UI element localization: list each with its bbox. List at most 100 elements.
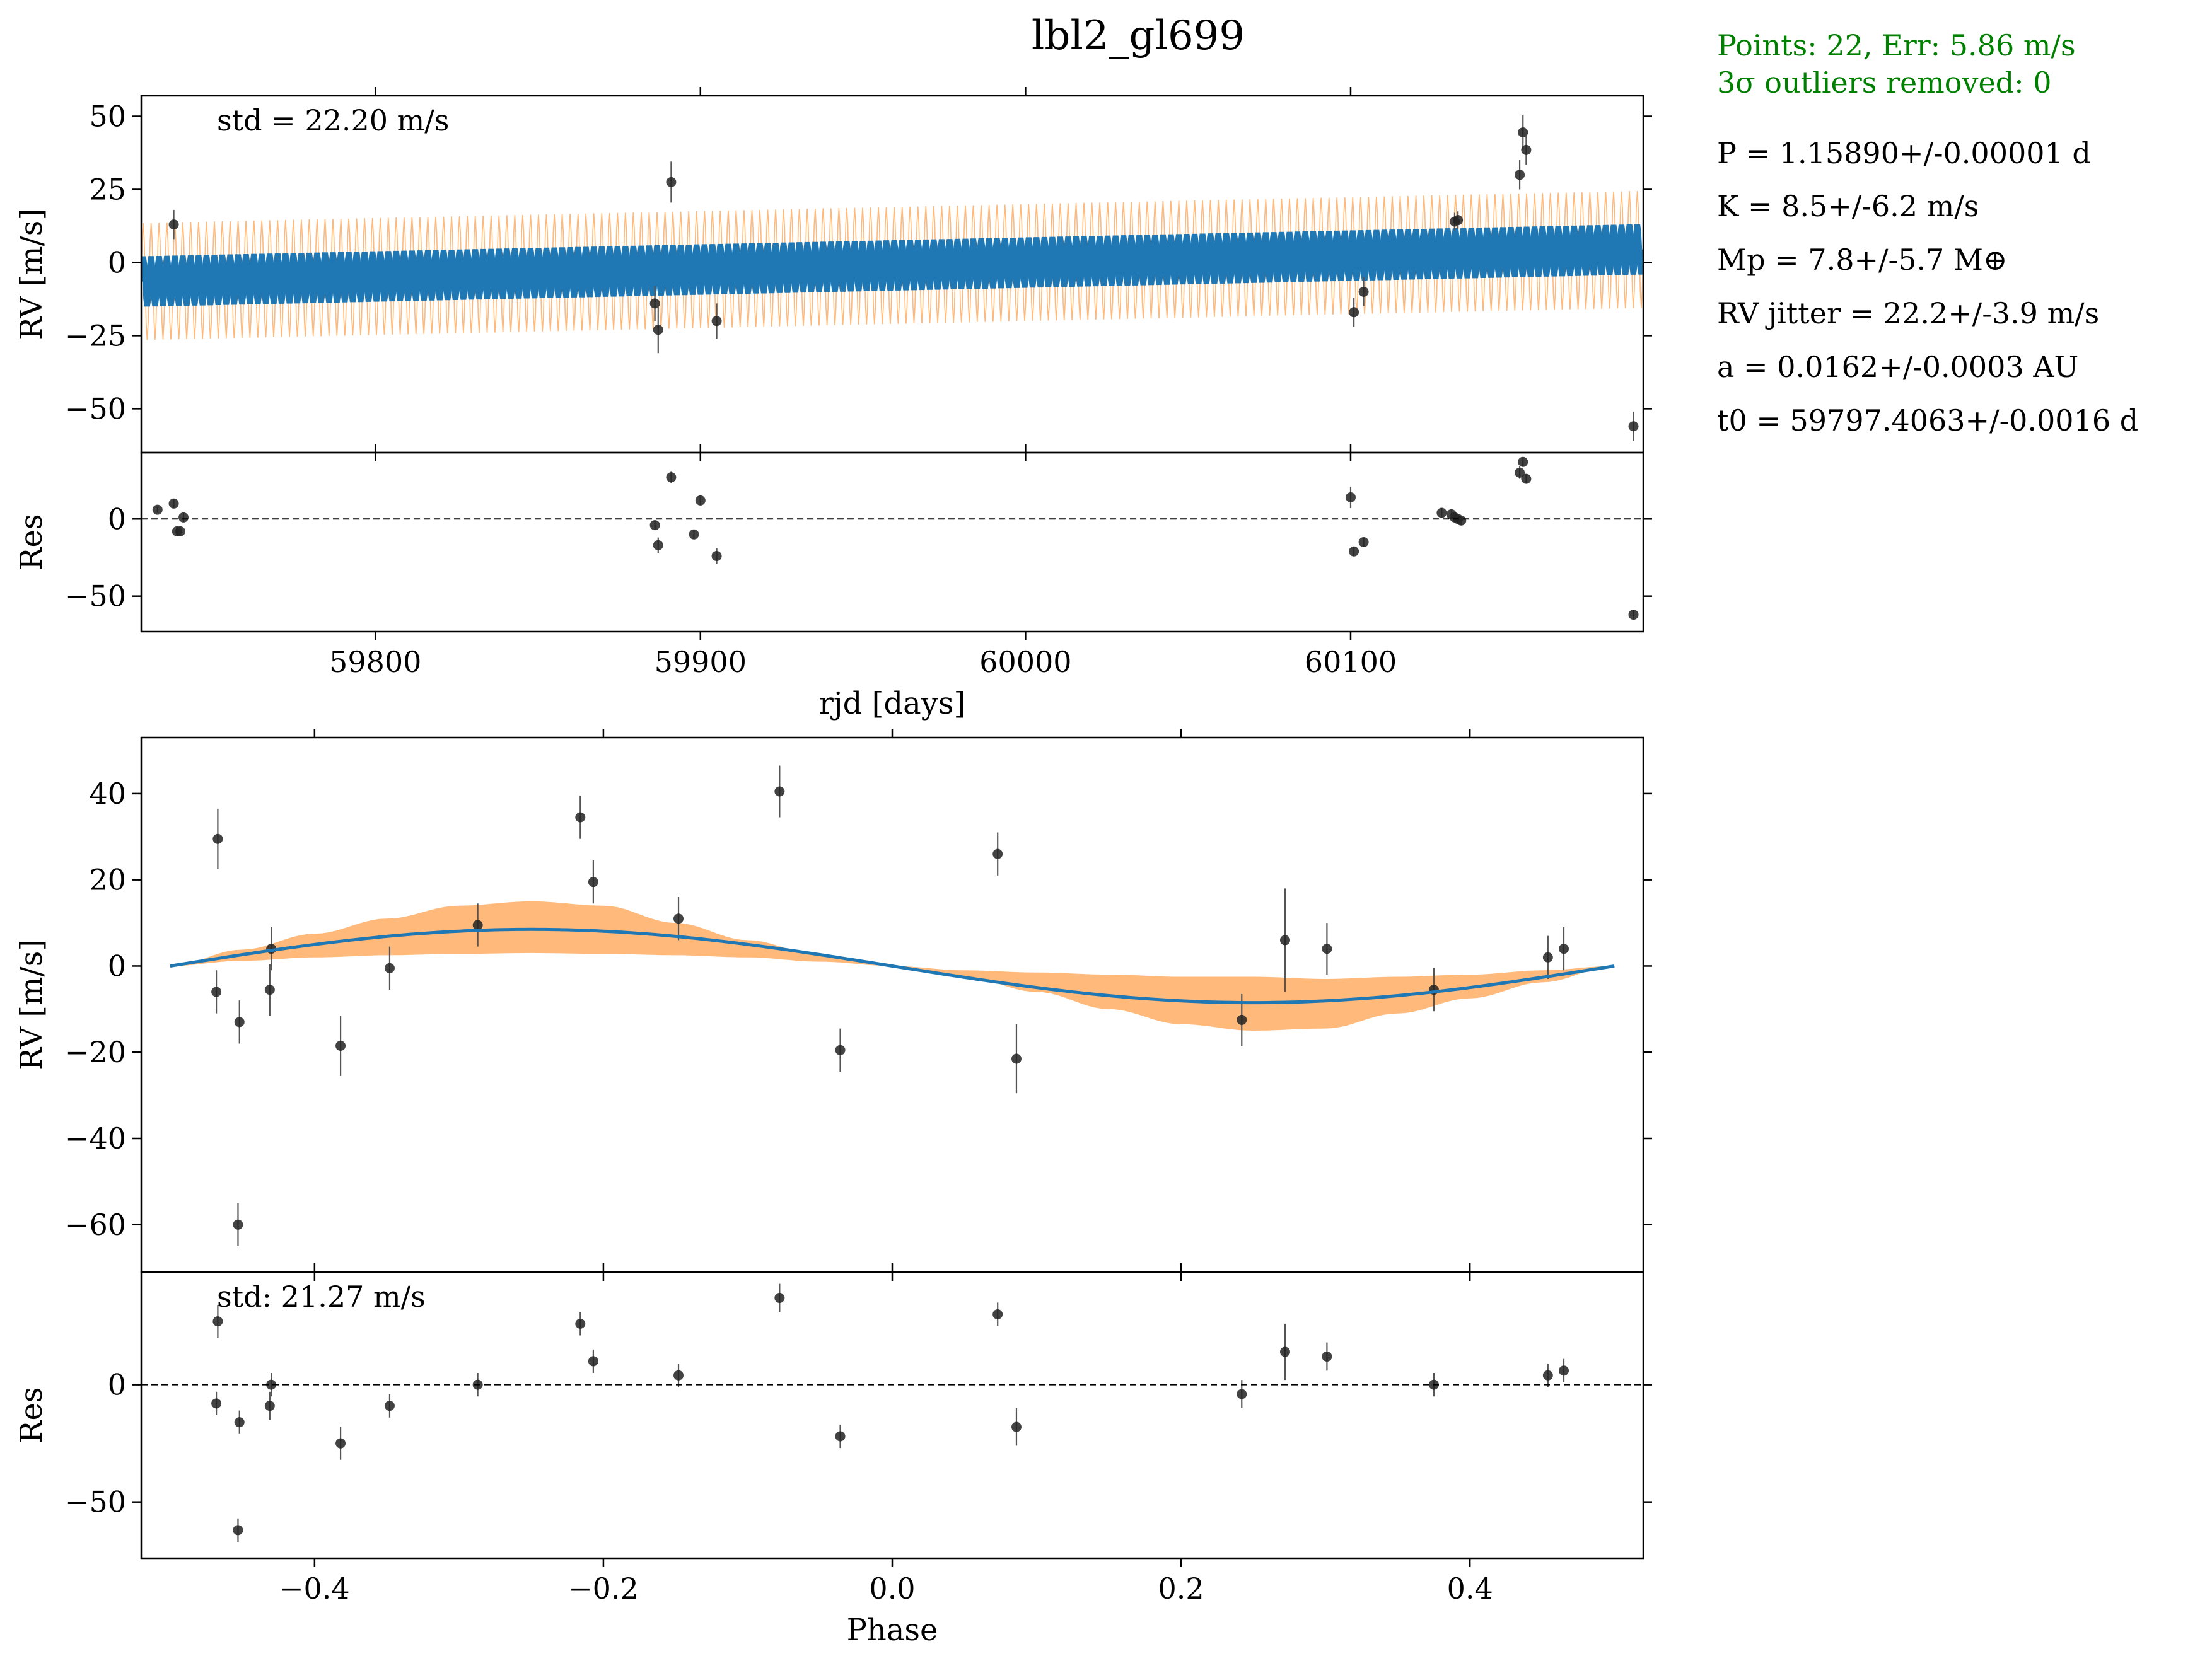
data-point [1279, 1323, 1290, 1381]
point-marker [666, 177, 677, 187]
point-marker [1011, 1053, 1022, 1064]
y-tick-label: 25 [89, 172, 126, 206]
point-marker [1559, 1365, 1569, 1376]
point-marker [1436, 507, 1447, 518]
data-point [1542, 1364, 1553, 1387]
point-marker [1322, 944, 1332, 954]
point-marker [266, 1379, 277, 1390]
param-t0: t0 = 59797.4063+/-0.0016 d [1717, 403, 2139, 437]
data-point [1345, 486, 1356, 509]
data-point [666, 471, 677, 483]
point-marker [472, 920, 483, 930]
data-point [1011, 1408, 1022, 1446]
point-marker [233, 1525, 243, 1536]
data-point [1559, 1358, 1569, 1382]
y-tick-label: 0 [108, 502, 126, 536]
point-marker [1349, 546, 1359, 557]
x-tick-label: 0.0 [869, 1572, 915, 1606]
axes-frame [140, 451, 1644, 633]
point-marker [673, 1370, 684, 1381]
point-marker [711, 316, 722, 327]
y-axis-label: RV [m/s] [14, 209, 49, 340]
point-marker [1542, 952, 1553, 963]
x-tick-label: 59800 [329, 645, 421, 679]
point-marker [211, 987, 222, 997]
plot-area [141, 115, 1643, 441]
y-tick-label: 0 [108, 245, 126, 279]
data-point [233, 1203, 243, 1246]
x-tick-label: 59900 [655, 645, 747, 679]
point-marker [1453, 215, 1464, 226]
point-marker [774, 786, 785, 797]
data-point [1559, 927, 1569, 971]
point-marker [1237, 1389, 1247, 1399]
point-marker [588, 1356, 598, 1367]
data-point [335, 1427, 346, 1460]
model-uncertainty-band [170, 901, 1615, 1031]
point-marker [175, 526, 185, 536]
point-marker [1515, 170, 1525, 180]
plot-area [211, 1283, 1569, 1542]
point-marker [588, 877, 598, 888]
y-tick-label: −50 [65, 391, 126, 426]
point-marker [212, 833, 223, 844]
point-marker [1518, 456, 1528, 467]
data-point [695, 495, 706, 506]
point-marker [1521, 144, 1532, 155]
data-point [152, 504, 163, 515]
data-point [1436, 507, 1447, 518]
panel-phase-res: −50 0 −0.4 −0.2 0.0 0.2 0.4 Res Phase std: 21.27 … [14, 1263, 1652, 1648]
point-marker [666, 472, 677, 483]
data-point [264, 964, 275, 1016]
plot-area [152, 456, 1639, 620]
data-point [233, 1518, 243, 1542]
y-tick-label: 0 [108, 1368, 126, 1402]
x-tick-label: 0.4 [1447, 1572, 1493, 1606]
point-marker [1011, 1421, 1022, 1432]
x-axis-label: Phase [847, 1613, 938, 1648]
point-marker [1456, 515, 1467, 526]
data-point [1628, 610, 1639, 620]
point-marker [1542, 1370, 1553, 1381]
y-tick-label: 0 [108, 949, 126, 983]
data-point [992, 1302, 1003, 1326]
data-point [1521, 135, 1532, 165]
model-curve [141, 224, 1643, 307]
data-point [575, 1312, 586, 1336]
x-axis-label: rjd [days] [819, 686, 965, 721]
param-period: P = 1.15890+/-0.00001 d [1717, 136, 2091, 170]
model-curve [170, 927, 1615, 1005]
data-point [234, 1000, 245, 1044]
y-axis-label: RV [m/s] [14, 939, 49, 1070]
x-tick-label: 0.2 [1158, 1572, 1204, 1606]
point-marker [264, 985, 275, 995]
panel-phase-rv: −60 −40 −20 0 20 40 RV [m/s] [14, 729, 1652, 1281]
data-point [1349, 298, 1359, 327]
data-point [175, 526, 185, 536]
data-point [653, 306, 663, 354]
point-marker [835, 1431, 846, 1442]
data-point [264, 1391, 275, 1420]
point-marker [1279, 1346, 1290, 1357]
y-tick-label: −50 [65, 579, 126, 613]
data-point [1349, 546, 1359, 557]
point-marker [673, 913, 684, 924]
point-marker [1559, 944, 1569, 954]
point-marker [653, 540, 663, 550]
point-marker [1518, 127, 1528, 137]
y-axis-label: Res [14, 1387, 49, 1443]
point-marker [233, 1219, 243, 1230]
point-marker [212, 1316, 223, 1327]
point-marker [1358, 537, 1369, 547]
point-marker [649, 520, 660, 531]
data-point [588, 1349, 598, 1374]
std-annotation: std: 21.27 m/s [217, 1280, 426, 1314]
data-point [575, 796, 586, 839]
data-point [384, 1394, 395, 1418]
data-point [1456, 515, 1467, 526]
data-point [1279, 888, 1290, 992]
point-marker [711, 551, 722, 562]
data-point [835, 1028, 846, 1072]
param-semi-amplitude: K = 8.5+/-6.2 m/s [1717, 189, 1979, 223]
y-tick-label: −20 [65, 1035, 126, 1069]
